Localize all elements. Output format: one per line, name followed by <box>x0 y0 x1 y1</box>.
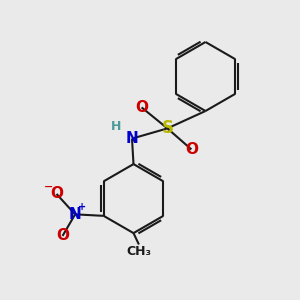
Text: N: N <box>126 131 138 146</box>
Text: S: S <box>161 119 173 137</box>
Text: O: O <box>135 100 148 115</box>
Text: CH₃: CH₃ <box>126 244 152 258</box>
Text: O: O <box>50 186 63 202</box>
Text: +: + <box>78 202 86 212</box>
Text: N: N <box>69 207 82 222</box>
Text: O: O <box>185 142 198 157</box>
Text: −: − <box>44 182 53 192</box>
Text: H: H <box>111 119 122 133</box>
Text: O: O <box>56 229 69 244</box>
